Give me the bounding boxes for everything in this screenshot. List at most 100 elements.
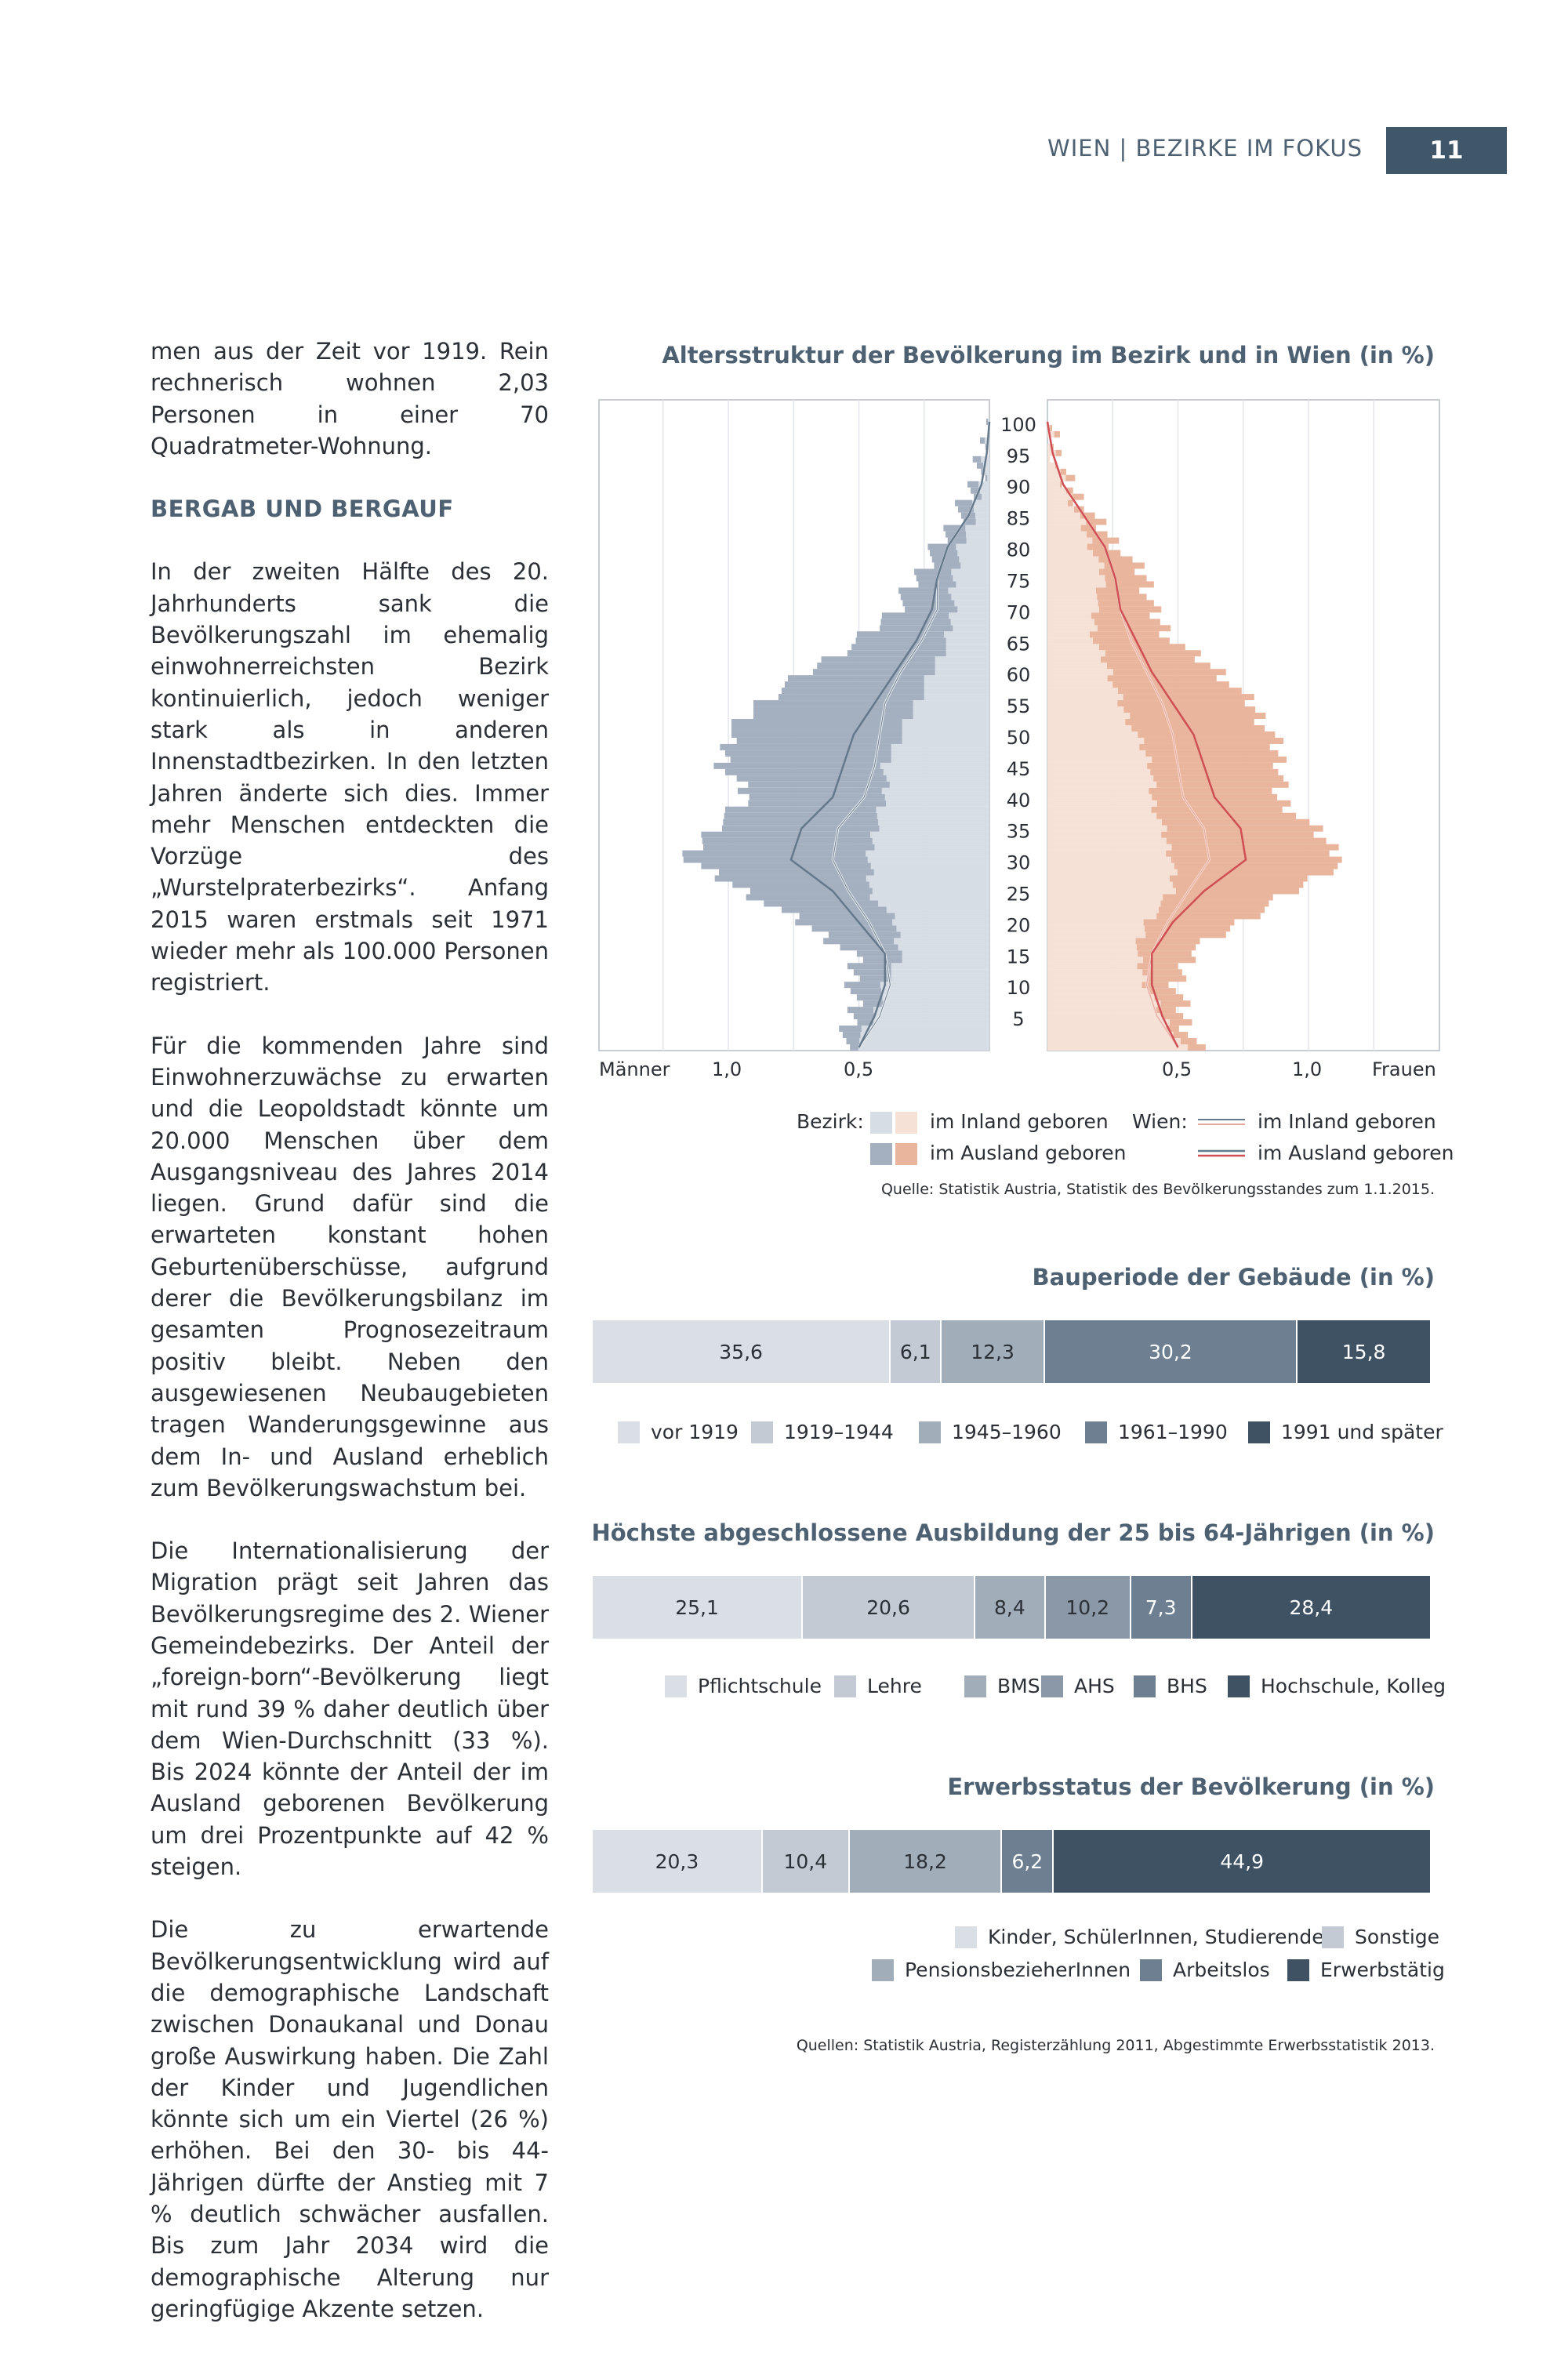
bar-segment-3: 12,3	[942, 1320, 1045, 1383]
bar-women-inland-age-54	[1047, 706, 1124, 713]
bar-men-inland-age-77	[960, 562, 989, 569]
bar-men-ausland-age-81	[947, 537, 967, 544]
bar-men-inland-age-80	[956, 543, 989, 550]
tick-left-1-0: 1,0	[712, 1058, 742, 1080]
age-tick-55: 55	[1007, 695, 1031, 717]
age-tick-20: 20	[1007, 914, 1031, 936]
bar-men-ausland-age-11	[859, 975, 891, 982]
age-tick-25: 25	[1007, 883, 1031, 905]
erwerbsstatus-title: Erwerbsstatus der Bevölkerung (in %)	[947, 1773, 1435, 1800]
legend-item-1: vor 1919	[618, 1421, 739, 1443]
bar-segment-3: 18,2	[849, 1830, 1003, 1893]
bar-men-inland-age-61	[935, 663, 989, 670]
bar-men-ausland-age-43	[736, 775, 887, 782]
legend-label: vor 1919	[651, 1421, 739, 1443]
bar-men-inland-age-75	[953, 575, 989, 582]
bar-men-ausland-age-69	[881, 612, 949, 619]
bar-men-ausland-age-54	[753, 706, 913, 713]
bar-men-ausland-age-9	[850, 988, 882, 995]
bar-women-ausland-age-80	[1087, 543, 1109, 550]
bar-men-ausland-age-18	[828, 931, 901, 938]
bar-women-inland-age-4	[1047, 1019, 1170, 1026]
bar-women-inland-age-92	[1047, 468, 1061, 475]
bar-women-ausland-age-57	[1117, 688, 1242, 695]
bar-men-ausland-age-72	[900, 594, 952, 601]
legend-swatch	[1287, 1958, 1309, 1981]
legend-swatch	[618, 1421, 640, 1443]
legend-label: Hochschule, Kolleg	[1261, 1675, 1446, 1697]
legend-bezirk-ausland: im Ausland geboren	[930, 1142, 1127, 1164]
bar-women-ausland-age-31	[1166, 850, 1330, 857]
bar-men-ausland-age-0	[850, 1044, 858, 1051]
bar-men-inland-age-30	[867, 856, 989, 863]
bar-women-inland-age-18	[1047, 931, 1146, 938]
paragraph-5: Die zu erwartende Bevölkerungsentwicklun…	[151, 1916, 549, 2322]
bar-men-inland-age-67	[953, 625, 989, 632]
bar-men-inland-age-90	[978, 481, 989, 488]
bar-women-inland-age-67	[1047, 625, 1098, 632]
bar-women-inland-age-61	[1047, 663, 1107, 670]
bar-men-ausland-age-24	[746, 894, 870, 901]
bar-women-inland-age-59	[1047, 675, 1108, 682]
legend-label: Lehre	[867, 1675, 922, 1697]
bar-men-ausland-age-39	[748, 800, 887, 807]
bar-men-inland-age-32	[874, 844, 989, 851]
legend-wien-label: Wien:	[1132, 1110, 1188, 1133]
bar-women-inland-age-86	[1047, 506, 1074, 513]
bar-men-inland-age-66	[944, 631, 989, 638]
bar-women-inland-age-15	[1047, 950, 1138, 957]
age-tick-35: 35	[1007, 821, 1031, 843]
bar-women-inland-age-14	[1047, 957, 1143, 964]
bar-men-ausland-age-91	[985, 474, 988, 481]
bar-men-inland-age-41	[881, 787, 989, 794]
bar-women-inland-age-45	[1047, 762, 1148, 769]
bar-men-ausland-age-68	[880, 619, 951, 626]
bar-men-inland-age-43	[886, 775, 989, 782]
ausbildung-title: Höchste abgeschlossene Ausbildung der 25…	[591, 1519, 1435, 1546]
bar-men-inland-age-89	[980, 487, 989, 494]
legend-label: BHS	[1167, 1675, 1207, 1697]
bar-women-ausland-age-89	[1065, 487, 1073, 494]
bar-women-ausland-age-22	[1158, 906, 1265, 913]
bar-segment-1: 20,3	[593, 1830, 763, 1893]
bar-women-inland-age-0	[1047, 1044, 1189, 1051]
bar-women-ausland-age-59	[1107, 675, 1217, 682]
legend-label: 1991 und später	[1281, 1421, 1443, 1443]
bar-men-ausland-age-62	[821, 656, 935, 663]
bar-women-inland-age-90	[1047, 481, 1060, 488]
bar-men-inland-age-31	[866, 850, 989, 857]
bar-women-ausland-age-25	[1175, 888, 1300, 895]
bar-women-ausland-age-18	[1145, 931, 1226, 938]
age-tick-70: 70	[1007, 601, 1031, 623]
bar-women-inland-age-76	[1047, 568, 1099, 575]
bar-men-ausland-age-15	[856, 950, 902, 957]
bar-men-inland-age-74	[956, 581, 989, 588]
bar-women-inland-age-13	[1047, 963, 1138, 970]
bar-women-ausland-age-77	[1104, 562, 1145, 569]
bar-women-ausland-age-4	[1169, 1019, 1192, 1026]
bar-women-ausland-age-90	[1059, 481, 1062, 488]
bar-women-inland-age-25	[1047, 888, 1176, 895]
bar-women-inland-age-87	[1047, 499, 1068, 506]
bar-women-inland-age-6	[1047, 1007, 1156, 1014]
bar-segment-4: 30,2	[1044, 1320, 1298, 1383]
bar-men-ausland-age-2	[842, 1032, 861, 1039]
bar-men-inland-age-68	[950, 619, 989, 626]
bottom-source: Quellen: Statistik Austria, Registerzähl…	[796, 2037, 1435, 2054]
age-tick-60: 60	[1007, 664, 1031, 686]
bar-men-inland-age-48	[891, 743, 989, 750]
bar-women-ausland-age-14	[1142, 957, 1196, 964]
bar-women-ausland-age-44	[1150, 768, 1279, 775]
bar-segment-6: 28,4	[1192, 1576, 1430, 1639]
age-tick-80: 80	[1007, 539, 1031, 561]
legend-swatch	[834, 1675, 856, 1697]
legend-item-2: Lehre	[834, 1675, 922, 1697]
bar-women-ausland-age-91	[1065, 474, 1076, 481]
legend-swatch	[1322, 1926, 1344, 1948]
bar-men-ausland-age-3	[839, 1026, 862, 1033]
bar-women-inland-age-30	[1047, 856, 1171, 863]
bar-men-inland-age-59	[924, 675, 989, 682]
bar-men-inland-age-1	[859, 1038, 989, 1045]
bar-women-ausland-age-20	[1143, 919, 1235, 926]
bar-women-inland-age-31	[1047, 850, 1167, 857]
